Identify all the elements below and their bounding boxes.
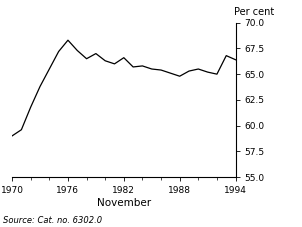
X-axis label: November: November: [97, 198, 151, 208]
Text: Per cent: Per cent: [234, 7, 275, 17]
Text: Source: Cat. no. 6302.0: Source: Cat. no. 6302.0: [3, 216, 102, 225]
